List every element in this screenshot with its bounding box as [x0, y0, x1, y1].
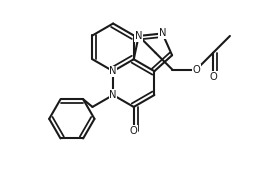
- Text: O: O: [209, 72, 217, 82]
- Text: N: N: [109, 90, 117, 100]
- Text: O: O: [192, 65, 200, 75]
- Text: N: N: [109, 66, 117, 76]
- Text: N: N: [135, 31, 142, 41]
- Text: N: N: [159, 29, 166, 38]
- Text: O: O: [130, 126, 138, 136]
